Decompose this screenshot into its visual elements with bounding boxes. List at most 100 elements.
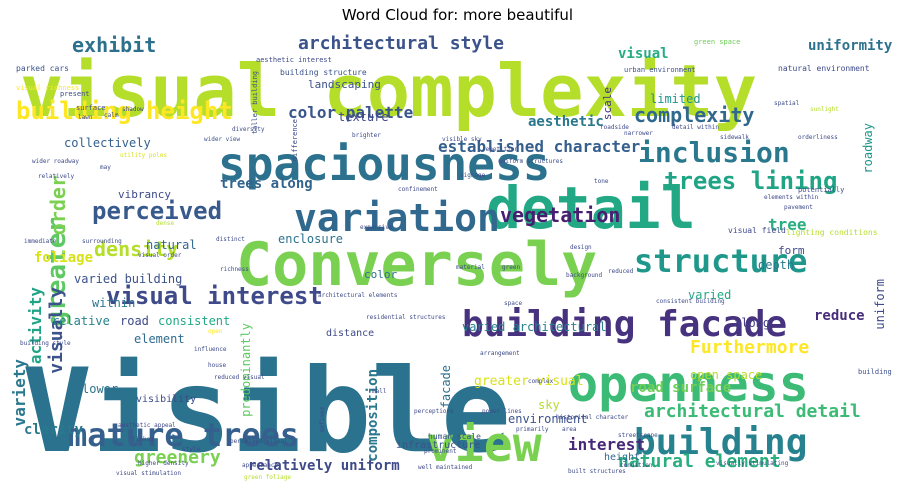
word: uniformity: [808, 38, 893, 54]
word: scale: [601, 87, 614, 121]
word: environment: [508, 412, 588, 426]
word: consistent building: [656, 298, 725, 305]
word: variation: [294, 196, 500, 240]
word: landscaping: [308, 78, 381, 91]
word: richness: [220, 266, 249, 273]
word: distinct: [216, 236, 245, 243]
word: trees lining: [664, 167, 838, 195]
word: linked: [132, 436, 154, 443]
word: visually: [46, 287, 67, 374]
word: human scale: [428, 432, 481, 441]
word: visual interest: [106, 282, 323, 310]
word: pavement: [784, 204, 813, 211]
word: sunlight: [810, 106, 839, 113]
word: lighting conditions: [786, 228, 878, 237]
word: vegetation: [500, 203, 621, 227]
word: predominantly: [239, 323, 253, 417]
word: composition: [365, 369, 381, 462]
word: building style: [20, 340, 71, 347]
word: roadway: [861, 123, 875, 174]
word: perceived visual: [230, 438, 288, 445]
word: building height: [16, 97, 233, 125]
word: activity: [26, 287, 45, 365]
word: clarity: [24, 422, 84, 438]
word: aesthetic interest: [256, 56, 332, 64]
word: tone: [594, 178, 609, 185]
word: shadow: [122, 106, 144, 113]
word: power lines: [482, 408, 522, 415]
word: varied building: [74, 272, 183, 286]
word-cloud: Visible visual complexity Conversely spacio…: [8, 29, 908, 481]
word: signage: [460, 172, 486, 179]
word: orderliness: [798, 134, 838, 141]
word: openness: [568, 355, 809, 413]
word: collectively: [64, 136, 151, 150]
word: natural environment: [778, 64, 870, 73]
word: established character: [438, 137, 641, 156]
word: aesthetic appeal: [118, 422, 176, 429]
word: built structures: [568, 468, 626, 475]
word: lower: [82, 382, 119, 396]
word: roadside: [600, 124, 629, 131]
word: perceptions: [414, 408, 454, 415]
word: visible sky: [442, 136, 482, 143]
word: architectural detail: [644, 401, 861, 422]
word: varied architectural: [462, 320, 607, 334]
word: limited: [650, 92, 701, 106]
word: visually stimulating: [716, 460, 789, 467]
word: building: [634, 422, 808, 463]
word: open: [208, 328, 223, 335]
word: open space: [690, 368, 763, 382]
word: confinement: [398, 186, 438, 193]
word: appearance: [242, 462, 279, 469]
word: building: [858, 368, 892, 376]
word: Conversely: [236, 230, 598, 300]
word: within: [92, 296, 136, 310]
word: inclusion: [638, 136, 790, 169]
word: area: [562, 426, 577, 433]
word: visual field: [728, 226, 786, 235]
word: distance: [326, 328, 375, 339]
word: immediate: [24, 238, 57, 245]
word: wider roadway: [32, 158, 79, 165]
word: utility poles: [120, 152, 167, 159]
word: space: [504, 300, 523, 307]
word: calm: [104, 112, 119, 119]
word: condition: [620, 462, 653, 469]
word: higher density: [138, 460, 189, 467]
word: perceived: [92, 197, 223, 225]
word: color: [364, 268, 398, 281]
word: primarily: [516, 426, 549, 433]
word: element: [134, 332, 185, 346]
word: greenery: [134, 447, 221, 468]
word: texture: [338, 110, 389, 124]
word: uniform structures: [498, 158, 564, 165]
word: interest: [568, 435, 646, 454]
word: trees along: [220, 176, 313, 192]
word: visual richness: [16, 84, 80, 92]
word: parked cars: [16, 64, 69, 73]
word: varied: [688, 288, 732, 302]
word: taller building: [251, 71, 259, 135]
word: variety: [10, 359, 29, 427]
word: urban environment: [624, 66, 696, 74]
word: style: [182, 446, 201, 453]
word: visibility: [136, 394, 197, 405]
word: architectural elements: [318, 292, 398, 299]
word: background: [566, 272, 603, 279]
word: house: [208, 362, 227, 369]
word: infrastructure: [396, 440, 481, 451]
word: detail within: [672, 124, 719, 131]
word: mall: [372, 388, 387, 395]
word: density: [94, 237, 179, 261]
word: narrower: [624, 130, 653, 137]
word: arrangement: [480, 350, 520, 357]
word: visual order: [138, 252, 182, 259]
word: uniform: [873, 279, 887, 330]
word: exhibit: [72, 33, 157, 57]
word: complexity: [634, 103, 755, 127]
word: residential structures: [366, 314, 446, 321]
word: detail: [486, 174, 696, 242]
word: visual: [618, 46, 669, 62]
word: material: [456, 264, 485, 271]
